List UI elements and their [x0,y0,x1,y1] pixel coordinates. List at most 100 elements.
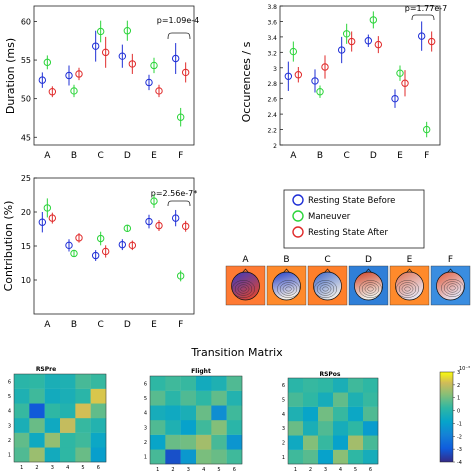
occurrences-point-before [311,77,319,85]
contribution-point-after [75,234,83,242]
legend-marker-after [292,226,304,238]
flight-ytick-label: 2 [144,440,147,446]
map-letter: F [448,255,453,265]
rspos-xtick-label: 5 [354,467,357,473]
rspre-cell [60,388,76,404]
contribution-point-after [101,247,110,256]
flight-xtick-label: 1 [156,467,159,473]
rspos-cell [288,421,304,436]
map-nose [283,268,290,273]
duration-xtick-label: B [71,151,77,161]
contribution-point-after [48,214,57,222]
rspos-cell [288,378,304,393]
map-contour [237,284,250,294]
map-contour [361,282,380,296]
duration-point-after [128,60,137,68]
duration-xtick-label: D [124,151,131,161]
heatmap-flight-title: Flight [191,368,211,375]
flight-cell [211,390,227,406]
duration-point-after [48,88,57,96]
rspre-cell [75,418,91,433]
map-contour [240,286,247,292]
duration-point-after [75,70,83,78]
map-head [231,271,260,301]
flight-xtick-label: 3 [187,467,190,473]
occurrences-ytick-label: 3.4 [267,35,277,42]
colorbar-tick-label: 1 [457,396,460,402]
occurrences-ylabel: Occurences / s [240,41,253,122]
rspre-cell [75,403,91,419]
map-contour [364,284,377,294]
rspre-xtick-label: 6 [97,465,100,471]
occurrences-ytick-label: 2.8 [267,81,277,88]
occurrences-point-before [391,94,399,103]
occurrences-xtick-label: F [424,151,429,161]
rspre-cell [29,403,45,419]
rspre-ytick-label: 1 [8,453,11,459]
contribution-ylabel: Contribution (%) [2,201,15,292]
flight-cell [165,405,181,421]
flight-cell [180,405,197,421]
duration-point-maneuver [176,113,185,121]
heatmap-rspre-title: RSPre [36,366,56,373]
colorbar: 10⁻³ 3 2 1 0 -1 -2 -3 -4 [439,366,470,466]
contribution-ytick-label: 10 [21,276,31,285]
flight-ytick-label: 5 [144,396,147,402]
rspre-cell [44,447,61,463]
occurrences-point-after [347,37,356,46]
contribution-point-maneuver [123,224,132,233]
rspos-cell [318,421,334,436]
occurrences-ytick-label: 2 [273,143,277,150]
occurrences-xtick-label: A [290,151,297,161]
map-contour [322,286,329,292]
occurrences-ytick-label: 2.4 [267,112,277,119]
rspos-cell [363,378,379,393]
occurrences-pvalue: p=1.77e-7 [405,4,448,13]
rspos-ytick-label: 2 [282,441,285,447]
duration-panel: Duration (ms) p=1.09e-4 45 50 55 60 A B C D E F [4,5,199,161]
legend-marker-before [292,194,304,206]
contribution-point-before [171,214,180,222]
contribution-panel: Contribution (%) p=2.56e-7* 10 15 20 25 A B C D… [2,174,197,330]
map-head [395,271,424,301]
map-nose [406,268,413,273]
flight-ytick-label: 1 [144,455,147,461]
rspos-cell [348,449,364,465]
rspre-cell [60,418,76,433]
duration-xtick-label: A [44,151,51,161]
rspos-cell [318,435,334,450]
duration-point-after [101,48,110,57]
contribution-bracket [167,200,191,207]
flight-xtick-label: 5 [217,467,220,473]
map-contour [319,284,332,294]
flight-cell [226,376,243,391]
flight-cell [226,434,243,450]
flight-cell [150,434,166,450]
rspos-ytick-label: 5 [282,398,285,404]
rspos-cell [333,392,349,407]
colorbar-gradient [439,371,454,463]
heatmap-flight: Flight 1 2 3 4 5 6 1 2 3 4 5 6 [144,368,243,473]
flight-cell [211,376,227,391]
flight-cell [196,449,212,465]
rspos-cell [348,378,364,393]
flight-xtick-label: 4 [202,467,205,473]
contribution-xtick-label: B [71,320,77,330]
map-head [313,271,342,301]
colorbar-tick-label: -4 [457,460,462,466]
occurrences-ytick-label: 2.6 [267,97,277,104]
occurrences-point-after [294,71,303,79]
occurrences-bracket [411,14,435,21]
flight-cell [180,376,197,391]
flight-xtick-label: 2 [171,467,174,473]
rspos-cell [318,378,334,393]
rspre-cell [14,418,30,433]
map-contour [404,286,411,292]
map-contour [359,280,382,298]
occurrences-xtick-label: B [317,151,323,161]
rspos-cell [288,449,304,465]
contribution-xtick-label: C [98,320,104,330]
map-letter: B [283,255,289,265]
flight-ytick-label: 6 [144,381,147,387]
